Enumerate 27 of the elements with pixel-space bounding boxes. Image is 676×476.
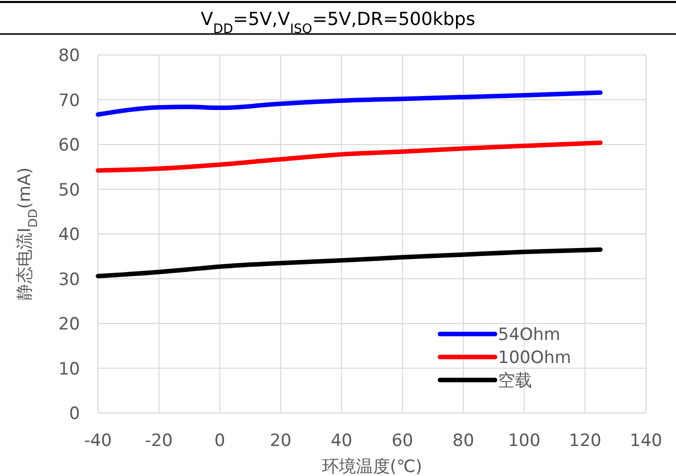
x-tick-label: 120 — [568, 431, 602, 451]
y-tick-label: 30 — [58, 270, 80, 290]
y-tick-label: 80 — [58, 46, 80, 66]
x-tick-label: 40 — [330, 431, 352, 451]
y-tick-label: 50 — [58, 180, 80, 200]
x-tick-label: 20 — [270, 431, 292, 451]
x-tick-label: 80 — [452, 431, 474, 451]
y-tick-label: 70 — [58, 90, 80, 111]
y-tick-label: 60 — [58, 136, 80, 156]
line-series — [96, 247, 603, 278]
y-tick-label: 10 — [58, 359, 80, 380]
legend-label: 空载 — [498, 371, 532, 391]
x-tick-label: 100 — [508, 431, 540, 451]
x-tick-label: -40 — [84, 431, 112, 451]
y-tick-label: 20 — [58, 314, 80, 334]
y-tick-label: 0 — [69, 404, 80, 424]
x-tick-label: 0 — [214, 431, 226, 451]
x-tick-label: 140 — [630, 431, 662, 451]
y-tick-label: 40 — [58, 225, 80, 245]
x-tick-label: -20 — [145, 431, 173, 451]
legend-label: 54Ohm — [498, 325, 560, 345]
line-series — [96, 90, 603, 117]
x-tick-label: 60 — [392, 431, 414, 451]
x-axis-title: 环境温度(℃) — [322, 457, 422, 476]
legend-label: 100Ohm — [498, 348, 572, 368]
chart-title: V$_{DD}$=5V,V$_{ISO}$=5V,DR=500kbps — [200, 9, 476, 36]
line-series — [96, 140, 603, 173]
